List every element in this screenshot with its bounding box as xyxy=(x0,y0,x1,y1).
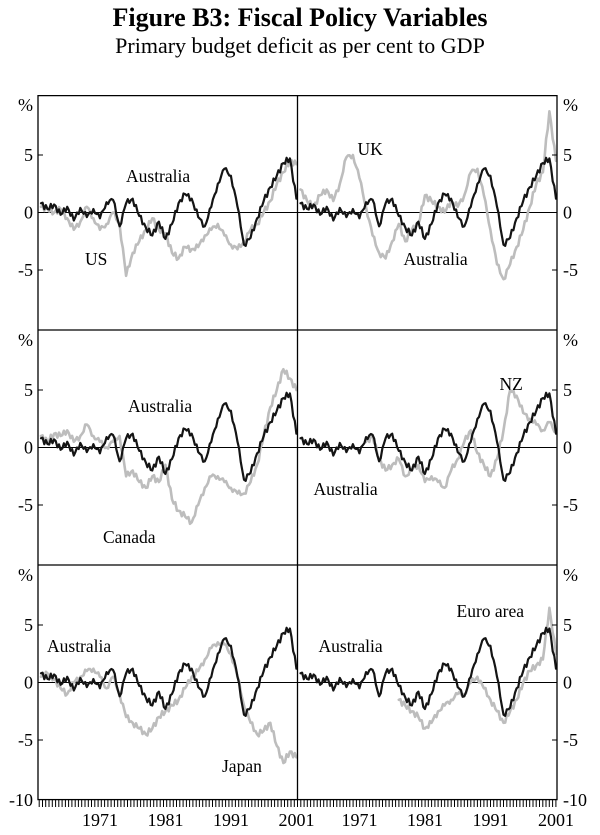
y-axis-tick-label: 5 xyxy=(24,615,33,635)
y-axis-tick-label: -5 xyxy=(18,730,33,750)
x-axis-tick-label: 2001 xyxy=(278,810,314,830)
y-axis-tick-label: % xyxy=(563,565,578,585)
y-axis-tick-label: 0 xyxy=(563,203,572,223)
panel-label-nz: NZ xyxy=(500,374,523,394)
series-line-australia xyxy=(39,391,298,482)
panel-label-japan: Japan xyxy=(222,756,262,776)
panel-label-australia: Australia xyxy=(314,479,378,499)
y-axis-tick-label: 5 xyxy=(563,380,572,400)
panel-label-australia: Australia xyxy=(47,636,111,656)
x-axis-tick-label: 1971 xyxy=(341,810,377,830)
y-axis-tick-label: 5 xyxy=(24,145,33,165)
y-axis-tick-label: 0 xyxy=(24,438,33,458)
y-axis-tick-label: % xyxy=(18,95,33,115)
series-line-euro-area xyxy=(397,606,558,730)
panel-label-australia: Australia xyxy=(126,166,190,186)
y-axis-tick-label: % xyxy=(563,95,578,115)
y-axis-tick-label: 5 xyxy=(563,615,572,635)
panel-label-us: US xyxy=(85,249,107,269)
y-axis-tick-label: % xyxy=(18,330,33,350)
x-tick-comb xyxy=(38,800,557,807)
panel-label-australia: Australia xyxy=(404,249,468,269)
y-axis-tick-label: -5 xyxy=(563,260,578,280)
figure-title: Figure B3: Fiscal Policy Variables xyxy=(112,3,488,32)
series-line-nz xyxy=(364,388,558,490)
y-axis-tick-label: 0 xyxy=(24,203,33,223)
y-axis-tick-label: 0 xyxy=(563,673,572,693)
series-line-australia xyxy=(299,626,558,718)
panel-label-euro-area: Euro area xyxy=(457,601,525,621)
panel-label-canada: Canada xyxy=(103,527,156,547)
series-line-australia xyxy=(299,391,558,482)
y-axis-tick-label: % xyxy=(563,330,578,350)
y-axis-tick-label: 5 xyxy=(563,145,572,165)
x-axis-tick-label: 1981 xyxy=(407,810,443,830)
y-axis-tick-label: -5 xyxy=(18,495,33,515)
panel-label-australia: Australia xyxy=(128,396,192,416)
series-line-canada xyxy=(39,367,298,526)
x-axis-tick-label: 2001 xyxy=(538,810,574,830)
y-axis-tick-label: 0 xyxy=(563,438,572,458)
x-axis-tick-label: 1991 xyxy=(472,810,508,830)
y-axis-tick-label: -5 xyxy=(563,730,578,750)
y-axis-tick-label: -10 xyxy=(9,790,33,810)
x-axis-tick-label: 1991 xyxy=(213,810,249,830)
y-axis-tick-label: -10 xyxy=(563,790,587,810)
figure-subtitle: Primary budget deficit as per cent to GD… xyxy=(115,33,485,58)
series-line-australia xyxy=(39,156,298,247)
y-axis-tick-label: 5 xyxy=(24,380,33,400)
chart-canvas: 1971 1981 1991 2001 1971 1981 1991 2001% % 5 5 0 0 -5… xyxy=(9,95,587,830)
y-axis-tick-label: -5 xyxy=(563,495,578,515)
series-line-australia xyxy=(39,626,298,718)
x-axis-tick-label: 1971 xyxy=(82,810,118,830)
x-axis-tick-label: 1981 xyxy=(147,810,183,830)
series-line-uk xyxy=(299,109,558,281)
y-axis-tick-label: 0 xyxy=(24,673,33,693)
y-axis-tick-label: % xyxy=(18,565,33,585)
series-line-australia xyxy=(299,156,558,247)
series-line-japan xyxy=(39,640,298,765)
y-axis-tick-label: -5 xyxy=(18,260,33,280)
panel-label-australia: Australia xyxy=(319,636,383,656)
panel-label-uk: UK xyxy=(358,139,384,159)
